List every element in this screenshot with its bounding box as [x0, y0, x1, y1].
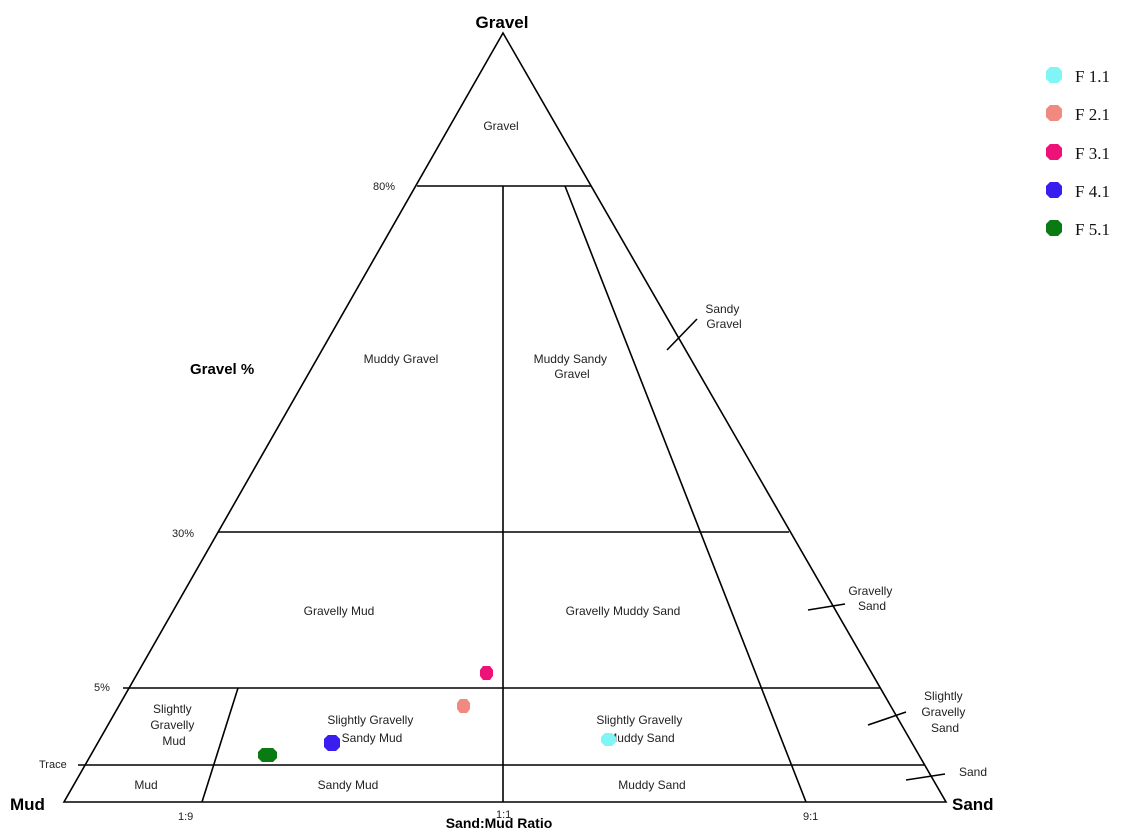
region-slightly-gravelly-mud: Slightly Gravelly Mud	[150, 702, 197, 748]
tick-30: 30%	[172, 528, 194, 540]
legend-label-f2-1: F 2.1	[1075, 105, 1110, 124]
region-sand: Sand	[959, 765, 987, 779]
sample-marker-f1-1	[601, 733, 616, 746]
sample-marker-f3-1	[480, 666, 493, 680]
ratio-line-1-9	[201, 687, 239, 803]
sample-marker-f5-1	[258, 748, 277, 762]
tick-ratio-1-1: 1:1	[496, 809, 511, 821]
region-gravelly-sand: Gravelly Sand	[848, 584, 895, 613]
tick-5: 5%	[94, 682, 110, 694]
ratio-axis-title: Sand:Mud Ratio	[446, 815, 553, 831]
legend-label-f5-1: F 5.1	[1075, 220, 1110, 239]
tick-80: 80%	[373, 181, 395, 193]
region-gravelly-muddy-sand: Gravelly Muddy Sand	[566, 604, 681, 618]
legend: F 1.1 F 2.1 F 3.1 F 4.1 F 5.1	[1046, 67, 1110, 239]
legend-marker-f5-1	[1046, 220, 1062, 236]
legend-label-f3-1: F 3.1	[1075, 144, 1110, 163]
region-labels: Gravel Sandy Gravel Muddy Gravel Muddy S…	[134, 119, 987, 792]
triangle-outline	[62, 31, 948, 803]
tick-trace: Trace	[39, 759, 67, 771]
vertex-label-gravel: Gravel	[476, 13, 529, 32]
leader-sandy-gravel	[666, 318, 698, 351]
leader-sand	[905, 773, 946, 781]
region-sandy-mud: Sandy Mud	[318, 778, 379, 792]
region-slightly-gravelly-sand: Slightly Gravelly Sand	[921, 689, 968, 735]
region-sandy-gravel: Sandy Gravel	[705, 302, 742, 331]
ratio-line-9-1	[564, 185, 807, 803]
region-gravel: Gravel	[483, 119, 518, 133]
region-mud: Mud	[134, 778, 157, 792]
region-muddy-sandy-gravel: Muddy Sandy Gravel	[534, 352, 611, 381]
sample-marker-f4-1	[324, 735, 340, 751]
legend-marker-f3-1	[1046, 144, 1062, 160]
leader-slightly-gravelly-sand	[867, 711, 907, 726]
legend-marker-f1-1	[1046, 67, 1062, 83]
region-slightly-gravelly-muddy-sand: Slightly Gravelly Muddy Sand	[596, 713, 685, 745]
leader-gravelly-sand	[807, 603, 846, 611]
tick-ratio-9-1: 9:1	[803, 811, 818, 823]
sample-marker-f2-1	[457, 699, 470, 713]
vertex-label-mud: Mud	[10, 795, 45, 814]
legend-label-f1-1: F 1.1	[1075, 67, 1110, 86]
region-muddy-gravel: Muddy Gravel	[364, 352, 439, 366]
sample-markers	[258, 666, 616, 762]
region-muddy-sand: Muddy Sand	[618, 778, 685, 792]
legend-marker-f4-1	[1046, 182, 1062, 198]
gravel-axis-title: Gravel %	[190, 361, 254, 378]
legend-label-f4-1: F 4.1	[1075, 182, 1110, 201]
region-gravelly-mud: Gravelly Mud	[304, 604, 375, 618]
tick-ratio-1-9: 1:9	[178, 811, 193, 823]
region-slightly-gravelly-sandy-mud: Slightly Gravelly Sandy Mud	[327, 713, 416, 745]
vertex-label-sand: Sand	[952, 795, 994, 814]
legend-marker-f2-1	[1046, 105, 1062, 121]
